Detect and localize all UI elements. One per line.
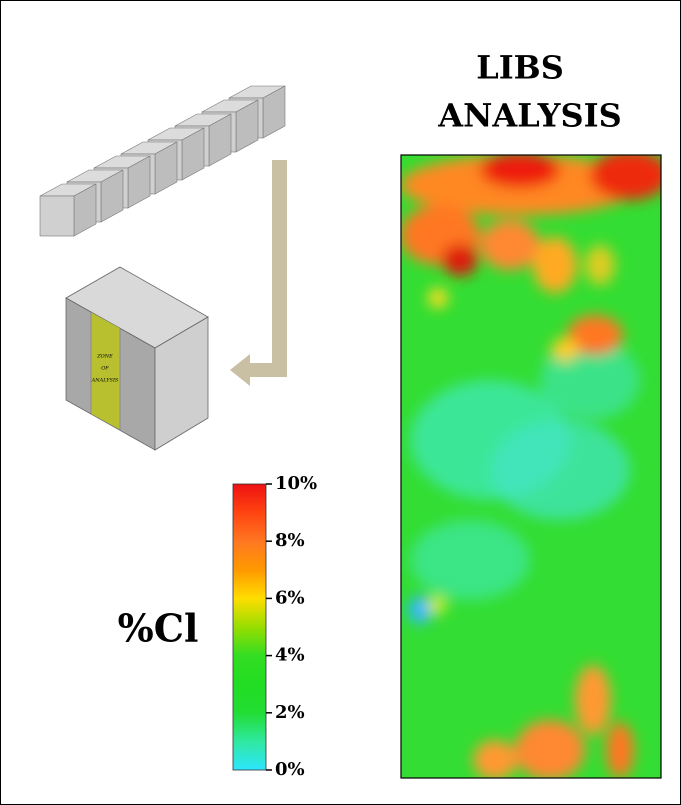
tick-label: 8% <box>275 530 305 551</box>
title: ANALYSIS <box>437 97 621 135</box>
colorbar-label: %Cl <box>118 606 199 651</box>
tick-label: 4% <box>275 645 305 666</box>
zone-label: ZONE <box>96 354 113 360</box>
tick-label: 10% <box>275 473 317 494</box>
tick-label: 2% <box>275 702 305 723</box>
zone-label: OF <box>101 366 109 372</box>
cube-front <box>40 196 74 236</box>
title: LIBS <box>476 49 564 87</box>
zone-label: ANALYSIS <box>91 378 119 384</box>
colorbar-scale <box>233 484 266 770</box>
figure: ZONE OF ANALYSIS LIBS ANALYSIS <box>0 0 681 805</box>
libs-map <box>400 150 670 780</box>
cube <box>40 184 96 236</box>
tick-label: 6% <box>275 587 305 608</box>
tick-label: 0% <box>275 759 305 780</box>
